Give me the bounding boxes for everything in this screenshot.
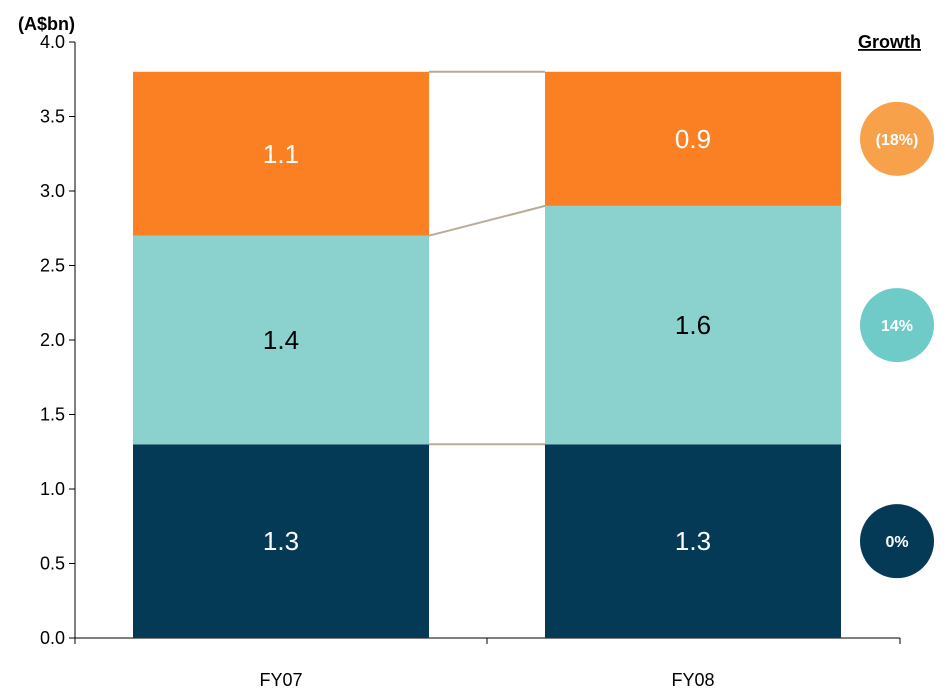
growth-value-label: (18%) [876, 132, 919, 149]
y-tick-label: 1.5 [40, 405, 65, 425]
y-tick-label: 3.5 [40, 107, 65, 127]
y-tick-label: 2.5 [40, 256, 65, 276]
unit-label: (A$bn) [18, 14, 75, 34]
bar-value-label: 1.1 [263, 139, 299, 169]
x-axis: FY07 FY08 [74, 637, 901, 690]
bar-segment [545, 71, 841, 206]
y-tick-label: 3.0 [40, 181, 65, 201]
growth-circle [860, 288, 934, 363]
bar-segment [133, 444, 429, 638]
growth-value-label: 0% [885, 534, 908, 551]
bar-value-label: 1.3 [263, 526, 299, 556]
bar-value-label: 0.9 [675, 124, 711, 154]
growth-title: Growth [858, 32, 921, 52]
connector-line [428, 204, 546, 237]
bar-value-label: 1.3 [675, 526, 711, 556]
growth-legend: Growth 0% 14% (18%) [858, 32, 934, 579]
x-tick-label: FY08 [671, 670, 714, 690]
y-tick-label: 0.0 [40, 628, 65, 648]
growth-circle [860, 101, 934, 176]
bar-segment [545, 444, 841, 638]
growth-circle [860, 504, 934, 579]
y-tick-label: 0.5 [40, 554, 65, 574]
x-tick-label: FY07 [259, 670, 302, 690]
y-axis: 0.0 0.5 1.0 1.5 2.0 2.5 3.0 3.5 4.0 [40, 32, 76, 648]
connector-lines [428, 70, 546, 446]
bar-segment [545, 205, 841, 445]
y-tick-label: 2.0 [40, 330, 65, 350]
y-tick-label: 4.0 [40, 32, 65, 52]
bar-value-label: 1.4 [263, 325, 299, 355]
y-tick-label: 1.0 [40, 479, 65, 499]
bar-segment [133, 71, 429, 236]
bar-value-label: 1.6 [675, 310, 711, 340]
growth-value-label: 14% [881, 318, 913, 335]
bars: 1.3 1.4 1.1 1.3 1.6 0.9 [133, 71, 841, 638]
bar-segment [133, 235, 429, 445]
